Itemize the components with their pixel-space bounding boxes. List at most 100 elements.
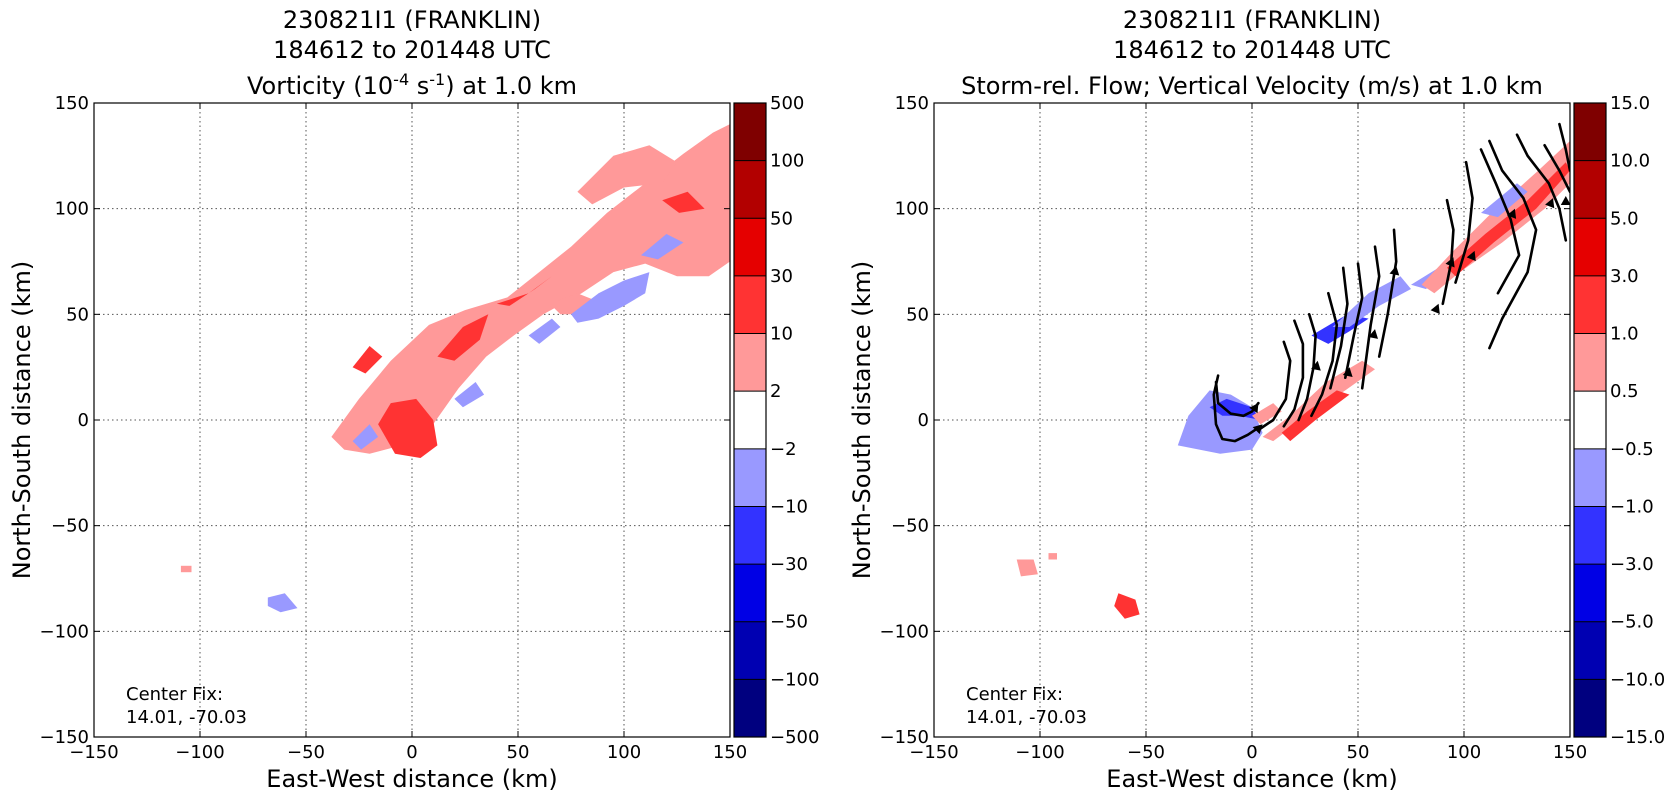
streamline-arrowhead [1311,360,1321,371]
y-tick-label: 150 [55,93,89,114]
contour-region [352,424,379,450]
x-tick-label: 0 [406,742,417,763]
colorbar-frame [1573,102,1607,738]
streamline-arrowhead [1430,303,1440,314]
colorbar-label: −50 [770,612,808,633]
x-tick-label: −50 [287,742,325,763]
y-tick-label: −50 [891,516,929,537]
colorbar-swatch [1574,506,1606,565]
colorbar-label: 10 [770,324,793,345]
y-tick-label: 50 [66,304,89,325]
contour-region [496,276,552,306]
contour-region [378,398,438,458]
colorbar-label: 1.0 [1610,324,1639,345]
colorbar-label: 2 [770,381,781,402]
title-line-2: 184612 to 201448 UTC [1113,36,1391,64]
y-tick-label: −100 [40,621,89,642]
x-tick-label: −100 [1015,742,1064,763]
center-fix-annotation: Center Fix: [966,684,1063,705]
colorbar-swatch [734,621,766,680]
colorbar-label: 3.0 [1610,266,1639,287]
streamline [1543,144,1570,194]
colorbar-label: 5.0 [1610,208,1639,229]
panel-1: 230821I1 (FRANKLIN)184612 to 201448 UTC V… [8,6,819,793]
colorbar-swatch [734,103,766,162]
contour-region [331,124,730,454]
colorbar-swatch [1574,160,1606,219]
colorbar-label: −15.0 [1610,727,1665,748]
contour-region [1114,593,1140,619]
colorbar-label: −10.0 [1610,669,1665,690]
colorbar-label: −1.0 [1610,496,1654,517]
y-tick-label: 100 [55,199,89,220]
y-axis-label: North-South distance (km) [8,261,36,580]
center-fix-annotation: 14.01, -70.03 [966,707,1087,728]
colorbar-label: 500 [770,93,804,114]
colorbar-label: −3.0 [1610,554,1654,575]
x-tick-label: −150 [909,742,958,763]
contour-region [1281,390,1350,442]
y-tick-label: 50 [906,304,929,325]
streamline [1259,340,1292,430]
streamline-arrowhead [1466,250,1476,262]
x-tick-label: 50 [1347,742,1370,763]
colorbar-swatch [1574,218,1606,277]
panel-2: 230821I1 (FRANKLIN)184612 to 201448 UTC S… [848,6,1665,793]
streamline-arrowhead [1560,196,1570,205]
streamline [1344,262,1364,379]
colorbar-label: −100 [770,669,819,690]
y-tick-label: 0 [78,410,89,431]
y-tick-label: −150 [880,727,929,748]
contour-region [571,272,650,323]
streamline-arrowhead [1389,265,1400,276]
colorbar-swatch [734,679,766,738]
colorbar-swatch [1574,333,1606,392]
colorbar-swatch [734,160,766,219]
contour-region [1421,141,1570,294]
colorbar-label: −30 [770,554,808,575]
streamline-arrowhead [1506,208,1517,219]
contour-region [1481,183,1528,218]
streamline-arrowhead [1249,403,1259,414]
streamline-arrowhead [1342,367,1353,377]
y-tick-label: −150 [40,727,89,748]
colorbar-swatch [1574,564,1606,623]
x-axis-label: East-West distance (km) [1106,765,1397,793]
y-tick-label: 100 [895,199,929,220]
colorbar-swatch [734,506,766,565]
y-tick-label: 0 [918,410,929,431]
colorbar-swatch [1574,391,1606,450]
title-field: Vorticity (10-4 s-1) at 1.0 km [247,70,577,101]
y-axis-label: North-South distance (km) [848,261,876,580]
x-tick-label: 100 [607,742,641,763]
colorbar-frame [733,102,767,738]
streamline [1212,374,1262,443]
x-tick-label: 150 [713,742,747,763]
colorbar-label: −0.5 [1610,439,1654,460]
plot-area [94,103,730,737]
title-field-exp2: -1 [429,70,445,89]
streamline-arrowhead [1252,424,1263,435]
colorbar-swatch [734,448,766,507]
streamline [1360,245,1381,390]
plot-area [934,103,1570,737]
colorbar-label: −2 [770,439,797,460]
streamline-arrowhead [1545,198,1555,209]
streamline [1454,160,1474,284]
y-tick-label: 150 [895,93,929,114]
colorbar-swatch [734,564,766,623]
streamline [1282,319,1305,428]
title-line-1: 230821I1 (FRANKLIN) [283,6,541,34]
streamline [1558,122,1570,172]
y-tick-label: −50 [51,516,89,537]
colorbar-label: −500 [770,727,819,748]
title-line-3: Storm-rel. Flow; Vertical Velocity (m/s)… [961,72,1543,100]
center-fix-annotation: 14.01, -70.03 [126,707,247,728]
streamline [1515,133,1568,242]
x-tick-label: −150 [69,742,118,763]
colorbar-label: −10 [770,496,808,517]
streamline-arrowhead [1368,329,1378,339]
colorbar-label: 50 [770,208,793,229]
colorbar: 15.0 10.0 5.0 3.0 1.0 0.5 −0.5 −1.0 −3.0 −5.0 −10.… [1573,93,1665,748]
